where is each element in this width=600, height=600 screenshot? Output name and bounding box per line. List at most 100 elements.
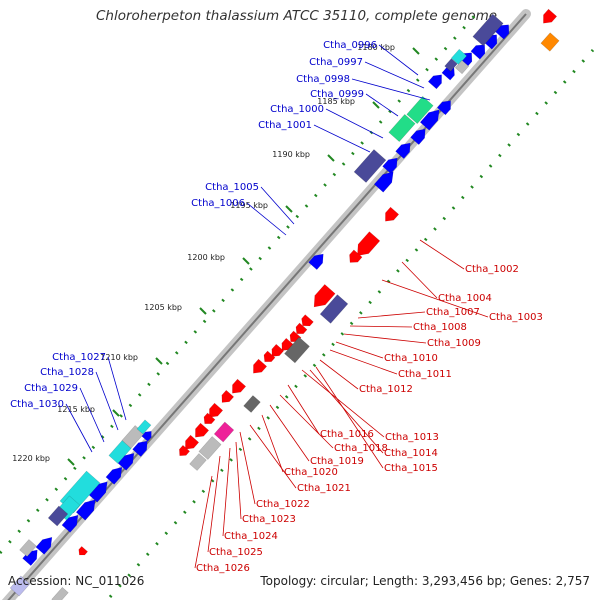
gene-label-forward: Ctha_1029 xyxy=(24,383,78,394)
gene-label-reverse: Ctha_1021 xyxy=(297,483,351,494)
gene-label-reverse: Ctha_1025 xyxy=(209,547,263,558)
gene-labels: Ctha_0996 Ctha_0997 Ctha_0998 Ctha_0999 Ctha… xyxy=(10,40,543,574)
cds-reverse xyxy=(78,546,88,556)
tick-mark xyxy=(67,458,75,466)
tick-label: 1185 kbp xyxy=(317,97,355,106)
cog-box-gray xyxy=(454,59,470,75)
cds-reverse xyxy=(349,249,363,263)
cds-reverse xyxy=(253,358,268,374)
callout-line-forward xyxy=(107,356,127,421)
cds-forward xyxy=(410,128,426,145)
cds-reverse xyxy=(357,231,381,257)
cog-box-cyan xyxy=(136,419,152,435)
tick-mark xyxy=(155,357,163,365)
callout-line-reverse xyxy=(315,366,384,469)
gene-label-reverse: Ctha_1022 xyxy=(256,499,310,510)
callout-line-forward xyxy=(260,186,295,225)
cds-reverse xyxy=(195,422,210,438)
cds-reverse xyxy=(203,412,216,424)
gene-label-reverse: Ctha_1002 xyxy=(465,264,519,275)
cds-reverse xyxy=(385,206,400,222)
tick-mark xyxy=(327,154,335,162)
gene-label-reverse: Ctha_1009 xyxy=(427,338,481,349)
callout-line-reverse xyxy=(335,341,384,359)
cds-forward xyxy=(35,536,53,555)
tick-label: 1195 kbp xyxy=(230,201,268,210)
cds-reverse xyxy=(295,322,308,334)
cds-reverse xyxy=(301,314,314,327)
gene-label-reverse: Ctha_1015 xyxy=(384,463,438,474)
cds-forward xyxy=(436,100,451,116)
tick-mark xyxy=(285,205,293,213)
tick-label: 1205 kbp xyxy=(144,303,182,312)
callout-line-reverse xyxy=(357,311,426,319)
cds-forward xyxy=(75,499,96,521)
callout-line-reverse xyxy=(194,475,213,569)
callout-line-reverse xyxy=(261,414,284,473)
callout-line-reverse xyxy=(222,447,231,537)
callout-line-forward xyxy=(325,108,384,139)
callout-line-reverse xyxy=(329,349,398,375)
callout-line-reverse xyxy=(349,325,413,328)
gene-label-reverse: Ctha_1019 xyxy=(310,456,364,467)
cog-box-slate xyxy=(353,149,387,183)
cog-box-cyan xyxy=(450,48,468,66)
tick-label: 1190 kbp xyxy=(272,150,310,159)
cds-forward xyxy=(419,109,440,131)
callout-line-forward xyxy=(364,61,425,89)
cds-reverse xyxy=(185,434,200,450)
callout-line-forward xyxy=(351,78,431,101)
cog-box-lavender xyxy=(9,575,31,597)
gene-label-forward: Ctha_1001 xyxy=(258,120,312,131)
callout-line-reverse xyxy=(207,455,221,553)
cog-box-gray xyxy=(51,587,69,600)
gene-label-forward: Ctha_0999 xyxy=(310,89,364,100)
cds-forward xyxy=(441,67,455,81)
gene-label-reverse: Ctha_1003 xyxy=(489,312,543,323)
gene-label-reverse: Ctha_1013 xyxy=(385,432,439,443)
gene-label-forward: Ctha_0997 xyxy=(309,57,363,68)
cds-forward xyxy=(105,466,123,485)
gene-label-reverse: Ctha_1014 xyxy=(384,448,438,459)
cds-reverse xyxy=(179,444,191,457)
cds-forward xyxy=(395,142,411,159)
gene-label-reverse: Ctha_1011 xyxy=(398,369,452,380)
cds-forward xyxy=(132,440,148,457)
gene-label-reverse: Ctha_1010 xyxy=(384,353,438,364)
cds-reverse xyxy=(263,350,276,362)
gene-label-forward: Ctha_1006 xyxy=(191,198,245,209)
cds-forward xyxy=(308,253,324,270)
tick-mark xyxy=(199,307,207,315)
cds-reverse xyxy=(313,284,336,308)
gene-label-reverse: Ctha_1016 xyxy=(320,429,374,440)
tick-marks: 1180 kbp 1185 kbp 1190 kbp 1195 kbp 1200 kbp… xyxy=(12,43,420,466)
cds-forward xyxy=(470,44,486,60)
callout-line-forward xyxy=(378,44,419,76)
callout-line-reverse xyxy=(287,384,320,435)
accession-text: Accession: NC_011026 xyxy=(8,574,145,588)
cog-box-gray xyxy=(19,539,37,557)
gene-label-forward: Ctha_1028 xyxy=(40,367,94,378)
gene-label-reverse: Ctha_1026 xyxy=(196,563,250,574)
callout-lines xyxy=(65,44,489,569)
cds-forward xyxy=(382,157,398,174)
cog-box-dark xyxy=(243,395,261,413)
gene-label-reverse: Ctha_1023 xyxy=(242,514,296,525)
cog-box-slate xyxy=(472,13,504,47)
gene-label-reverse: Ctha_1008 xyxy=(413,322,467,333)
gene-label-reverse: Ctha_1012 xyxy=(359,384,413,395)
callout-line-reverse xyxy=(419,239,465,270)
map-title: Chloroherpeton thalassium ATCC 35110, co… xyxy=(96,8,498,24)
callout-line-reverse xyxy=(381,279,489,318)
dotted-ring-right xyxy=(108,49,595,598)
callout-line-reverse xyxy=(235,441,242,520)
callout-line-forward xyxy=(246,202,287,236)
callout-line-forward xyxy=(79,387,105,443)
gene-label-reverse: Ctha_1007 xyxy=(426,307,480,318)
topology-summary: Topology: circular; Length: 3,293,456 bp… xyxy=(260,574,590,588)
tick-mark xyxy=(242,257,250,265)
tick-label: 1215 kbp xyxy=(57,405,95,414)
cog-box-green xyxy=(406,96,434,124)
cds-forward xyxy=(373,171,394,193)
